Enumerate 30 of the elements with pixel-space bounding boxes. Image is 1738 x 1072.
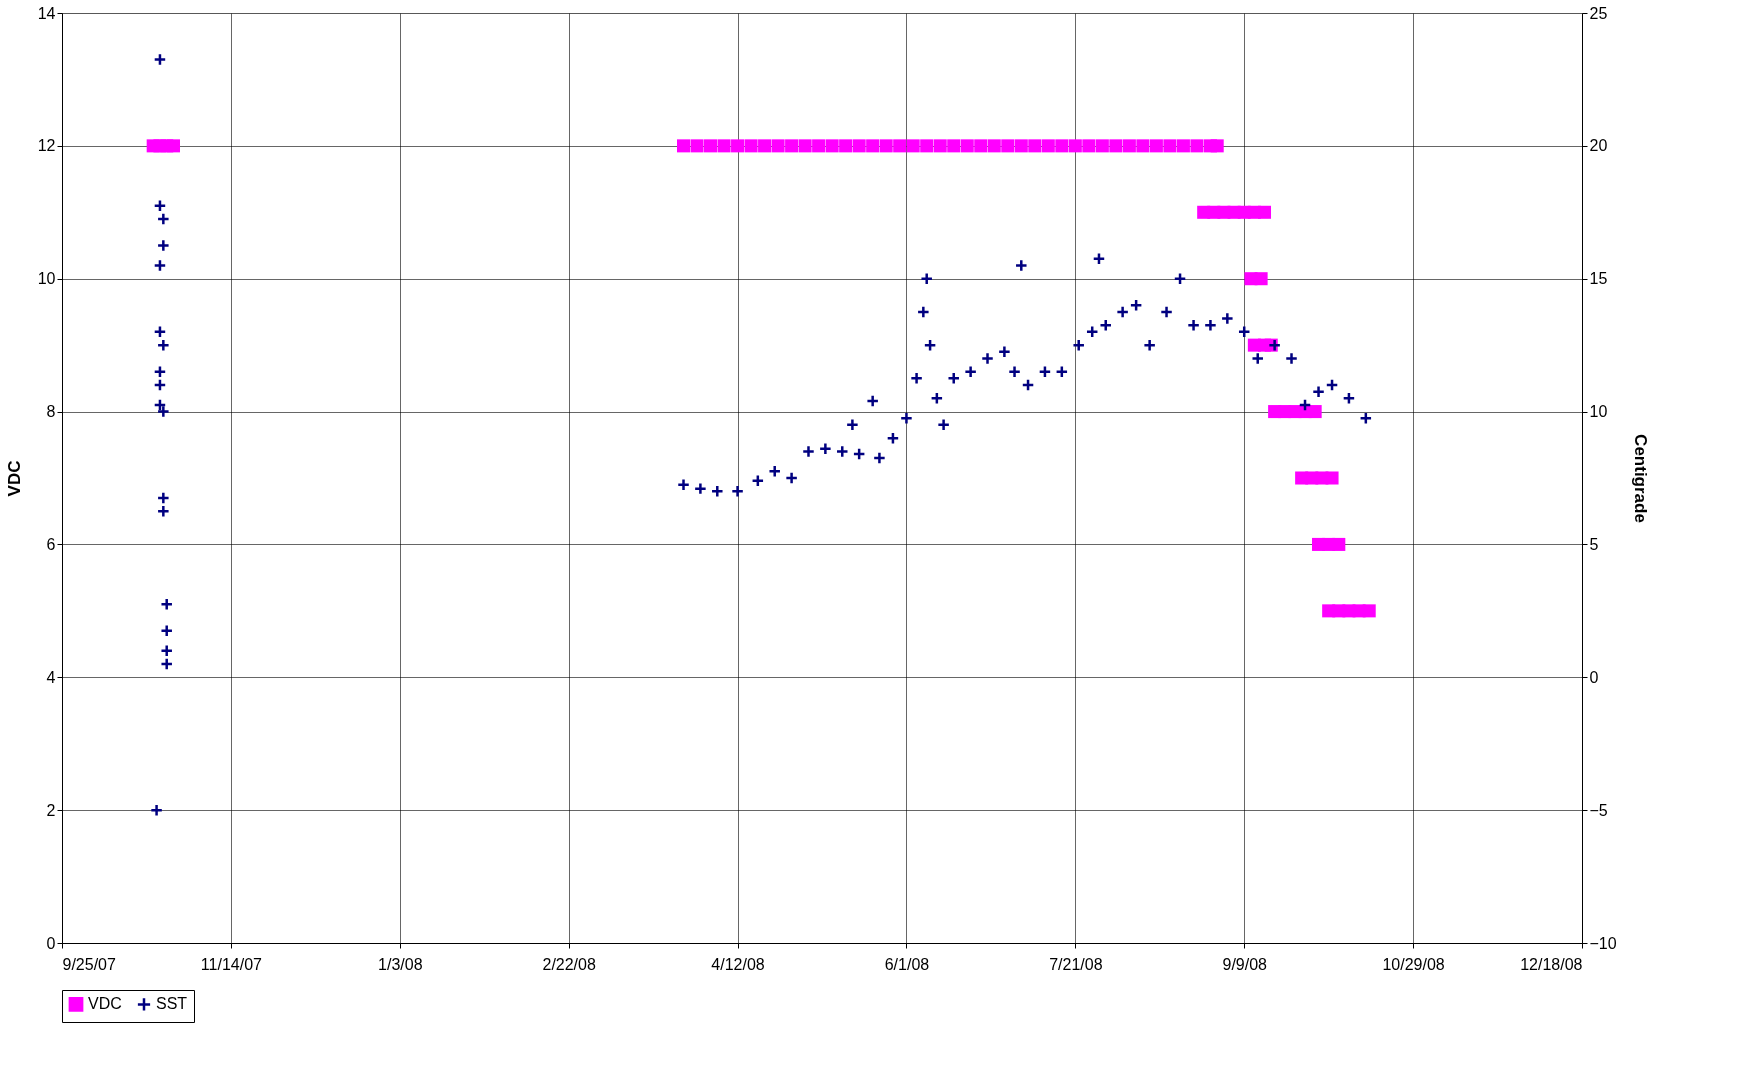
legend-label: VDC [88,995,122,1013]
y-tick-label: 8 [46,403,56,421]
x-tick-label: 7/21/08 [1049,955,1103,973]
y2-tick-label: 25 [1589,4,1608,22]
y-tick-label: 0 [46,934,56,952]
x-tick-label: 4/12/08 [711,955,765,973]
y-tick-label: 4 [46,668,56,686]
y2-tick-label: 20 [1589,137,1608,155]
x-tick-label: 6/1/08 [884,955,930,973]
y2-tick-label: −10 [1589,934,1617,952]
y2-axis-title: Centigrade [1630,434,1650,523]
y-tick-label: 2 [46,801,56,819]
x-tick-label: 10/29/08 [1382,955,1445,973]
y2-tick-label: 15 [1589,270,1608,288]
x-tick-label: 2/22/08 [542,955,596,973]
y2-tick-label: 0 [1589,668,1599,686]
x-tick-label: 9/9/08 [1222,955,1268,973]
x-tick-label: 11/14/07 [200,955,263,973]
y-axis-title: VDC [4,460,24,497]
y2-tick-label: −5 [1589,801,1608,819]
x-tick-label: 12/18/08 [1520,955,1583,973]
y2-tick-label: 10 [1589,403,1608,421]
y-tick-label: 14 [37,4,56,22]
y-tick-label: 6 [46,535,56,553]
y-tick-label: 10 [37,270,56,288]
y-tick-label: 12 [37,137,56,155]
legend-label: SST [156,995,188,1013]
y2-tick-label: 5 [1589,535,1599,553]
x-tick-label: 1/3/08 [378,955,423,973]
x-tick-label: 9/25/07 [62,955,116,973]
